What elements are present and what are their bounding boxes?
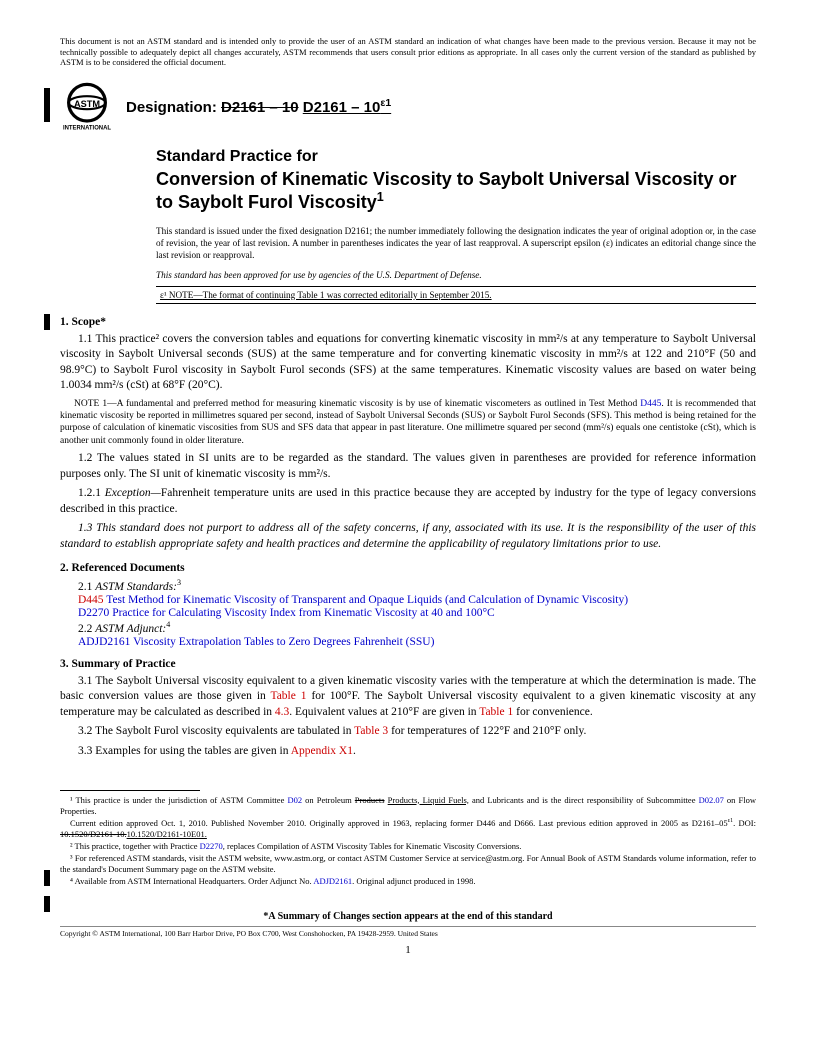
designation-old: D2161 – 10 <box>221 99 299 116</box>
link-d2270-fn[interactable]: D2270 <box>200 841 223 851</box>
link-d445[interactable]: D445 <box>78 594 104 606</box>
footnote-rule <box>60 790 200 791</box>
footnote-2: ² This practice, together with Practice … <box>60 841 756 852</box>
title-main: Conversion of Kinematic Viscosity to Say… <box>156 168 756 214</box>
title-lead: Standard Practice for <box>156 148 756 166</box>
editorial-note-box: ε¹ NOTE—The format of continuing Table 1… <box>156 286 756 304</box>
link-d2270-title[interactable]: Practice for Calculating Viscosity Index… <box>112 607 495 619</box>
link-adj-fn[interactable]: ADJD2161 <box>313 876 352 886</box>
para-2-1: 2.1 ASTM Standards:3 <box>60 578 756 593</box>
summary-of-changes-note: *A Summary of Changes section appears at… <box>60 911 756 922</box>
copyright-line: Copyright © ASTM International, 100 Barr… <box>60 926 756 938</box>
link-adjd2161[interactable]: ADJD2161 <box>78 636 130 648</box>
link-adj-title[interactable]: Viscosity Extrapolation Tables to Zero D… <box>133 636 434 648</box>
para-3-3: 3.3 Examples for using the tables are gi… <box>60 744 756 760</box>
link-4-3[interactable]: 4.3 <box>275 706 289 718</box>
para-3-1: 3.1 The Saybolt Universal viscosity equi… <box>60 674 756 721</box>
footnote-1b: Current edition approved Oct. 1, 2010. P… <box>60 818 756 840</box>
designation-line: Designation: D2161 – 10 D2161 – 10ε1 <box>126 97 391 116</box>
section-2-head: 2. Referenced Documents <box>60 562 756 574</box>
para-1-2: 1.2 The values stated in SI units are to… <box>60 451 756 482</box>
footnote-3: ³ For referenced ASTM standards, visit t… <box>60 853 756 875</box>
link-d2270[interactable]: D2270 <box>78 607 109 619</box>
footnote-4: ⁴ Available from ASTM International Head… <box>60 876 756 887</box>
page-number: 1 <box>60 944 756 956</box>
link-d445-note[interactable]: D445 <box>640 399 661 409</box>
designation-label: Designation: <box>126 99 217 116</box>
para-2-2: 2.2 ASTM Adjunct:4 <box>60 620 756 635</box>
link-appendix-x1[interactable]: Appendix X1 <box>291 745 353 757</box>
top-disclaimer: This document is not an ASTM standard an… <box>60 36 756 68</box>
footnote-1: ¹ This practice is under the jurisdictio… <box>60 795 756 817</box>
link-d02[interactable]: D02 <box>287 795 302 805</box>
ref-d2270: D2270 Practice for Calculating Viscosity… <box>60 607 756 619</box>
para-1-3: 1.3 This standard does not purport to ad… <box>60 521 756 552</box>
para-1-1: 1.1 This practice² covers the conversion… <box>60 332 756 394</box>
ref-d445: D445 Test Method for Kinematic Viscosity… <box>60 594 756 606</box>
ref-adjd2161: ADJD2161 Viscosity Extrapolation Tables … <box>60 636 756 648</box>
para-1-2-1: 1.2.1 Exception—Fahrenheit temperature u… <box>60 486 756 517</box>
link-table1b[interactable]: Table 1 <box>479 706 513 718</box>
designation-new: D2161 – 10ε1 <box>303 99 391 116</box>
link-table3[interactable]: Table 3 <box>354 725 388 737</box>
svg-text:ASTM: ASTM <box>74 99 100 109</box>
svg-text:INTERNATIONAL: INTERNATIONAL <box>63 126 111 132</box>
designation-header: ASTM INTERNATIONAL Designation: D2161 – … <box>60 80 756 134</box>
link-table1a[interactable]: Table 1 <box>270 690 306 702</box>
link-d445-title[interactable]: Test Method for Kinematic Viscosity of T… <box>106 594 628 606</box>
issuance-note: This standard is issued under the fixed … <box>156 226 756 262</box>
note-1: NOTE 1—A fundamental and preferred metho… <box>60 398 756 447</box>
section-3-head: 3. Summary of Practice <box>60 658 756 670</box>
section-1-head: 1. Scope* <box>60 316 756 328</box>
footnotes-block: ¹ This practice is under the jurisdictio… <box>60 795 756 887</box>
dod-approval: This standard has been approved for use … <box>156 270 756 280</box>
link-d02-07[interactable]: D02.07 <box>699 795 724 805</box>
para-3-2: 3.2 The Saybolt Furol viscosity equivale… <box>60 724 756 740</box>
astm-logo: ASTM INTERNATIONAL <box>60 80 114 134</box>
